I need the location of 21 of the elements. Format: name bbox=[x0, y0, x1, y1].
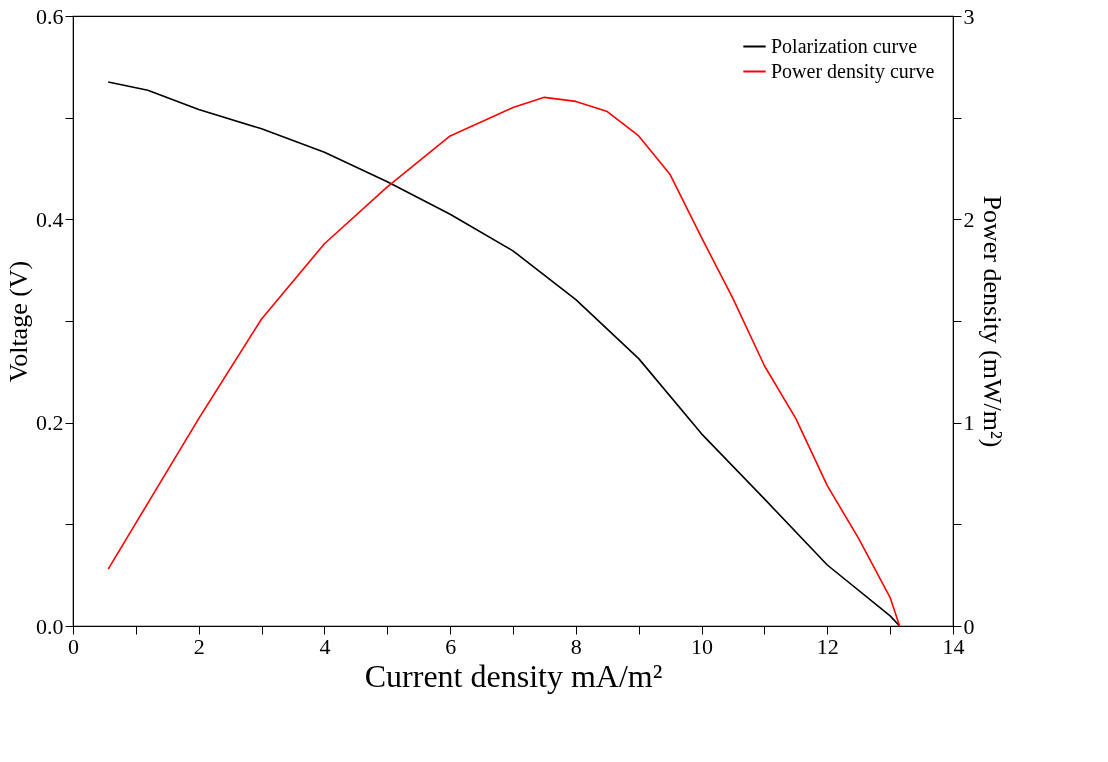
y-tick-label: 0.0 bbox=[36, 613, 64, 639]
x-tick-label: 8 bbox=[570, 633, 582, 659]
y2-tick-label: 1 bbox=[963, 410, 975, 436]
x-tick-label: 2 bbox=[193, 633, 205, 659]
y2-axis-title: Power density (mW/m²) bbox=[977, 195, 1007, 448]
x-tick-label: 10 bbox=[691, 633, 714, 659]
y2-tick-label: 2 bbox=[963, 206, 975, 232]
x-tick-label: 4 bbox=[319, 633, 331, 659]
y-tick-label: 0.4 bbox=[36, 206, 64, 232]
x-tick-label: 0 bbox=[68, 633, 79, 659]
y-tick-label: 0.6 bbox=[36, 3, 64, 29]
y2-tick-label: 3 bbox=[963, 3, 975, 29]
x-tick-label: 6 bbox=[445, 633, 457, 659]
x-tick-label: 12 bbox=[816, 633, 839, 659]
y2-tick-label: 0 bbox=[963, 613, 975, 639]
y-axis-title: Voltage (V) bbox=[4, 260, 33, 383]
x-axis-title: Current density mA/m² bbox=[364, 657, 663, 694]
legend-label: Power density curve bbox=[771, 59, 935, 83]
x-tick-label: 14 bbox=[942, 633, 965, 659]
y-tick-label: 0.2 bbox=[36, 410, 64, 436]
legend-label: Polarization curve bbox=[771, 34, 918, 57]
